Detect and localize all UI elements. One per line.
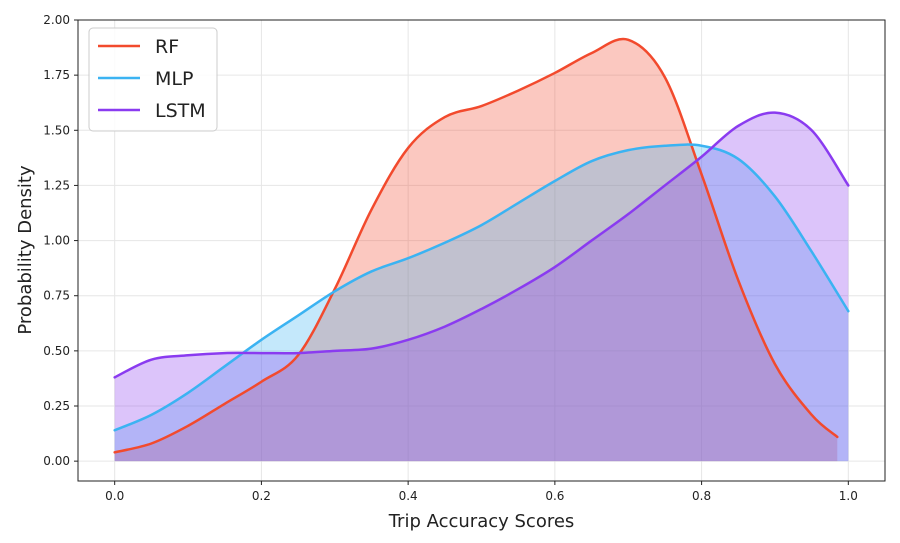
area-lstm: [114, 112, 849, 462]
y-tick-label: 0.50: [43, 344, 70, 358]
axis-ticks: 0.0 0.2 0.4 0.6 0.8 1.0 0.00 0.25 0.50 0.75 1.00 1.…: [43, 13, 858, 503]
density-lines: [113, 37, 850, 454]
x-tick-label: 0.2: [252, 489, 271, 503]
legend-label-mlp: MLP: [155, 68, 193, 90]
line-rf: [113, 37, 839, 454]
y-tick-label: 1.75: [43, 68, 70, 82]
x-axis-title: Trip Accuracy Scores: [388, 511, 575, 532]
legend-label-lstm: LSTM: [155, 100, 206, 122]
area-rf: [114, 39, 838, 462]
x-tick-label: 0.0: [105, 489, 124, 503]
x-tick-label: 0.8: [692, 489, 711, 503]
plot-frame: [77, 19, 886, 482]
y-tick-label: 1.50: [43, 123, 70, 137]
x-tick-label: 1.0: [839, 489, 858, 503]
x-tick-label: 0.4: [399, 489, 418, 503]
legend: RF MLP LSTM: [88, 27, 218, 132]
legend-box: [88, 27, 218, 132]
line-lstm: [113, 111, 850, 379]
y-tick-label: 0.25: [43, 399, 70, 413]
area-mlp: [114, 144, 849, 462]
y-tick-label: 2.00: [43, 13, 70, 27]
y-axis-title: Probability Density: [15, 165, 36, 335]
x-tick-label: 0.6: [545, 489, 564, 503]
y-tick-label: 0.75: [43, 289, 70, 303]
legend-label-rf: RF: [155, 36, 179, 58]
line-mlp: [113, 143, 850, 432]
density-areas: [114, 39, 849, 462]
y-tick-label: 1.25: [43, 178, 70, 192]
y-tick-label: 0.00: [43, 454, 70, 468]
y-tick-label: 1.00: [43, 234, 70, 248]
